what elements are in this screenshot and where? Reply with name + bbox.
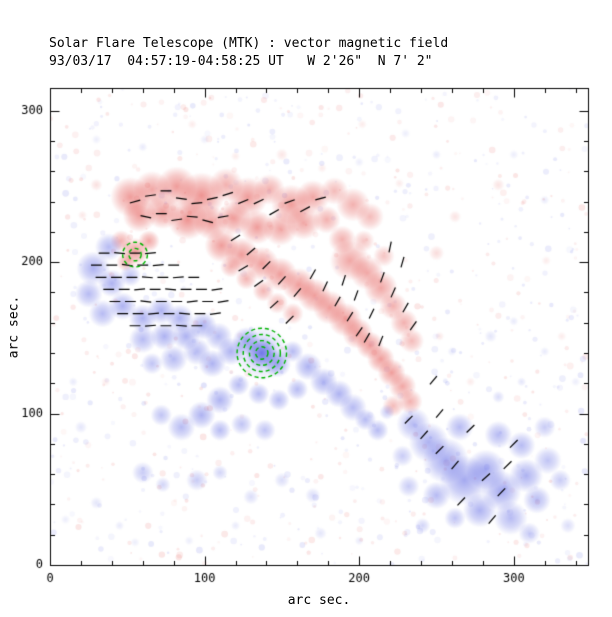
chart-title: Solar Flare Telescope (MTK) : vector mag… [49, 36, 449, 51]
chart-subtitle: 93/03/17 04:57:19-04:58:25 UT W 2'26" N … [49, 54, 433, 69]
x-axis-label: arc sec. [287, 593, 351, 608]
y-axis-label: arc sec. [6, 295, 22, 359]
